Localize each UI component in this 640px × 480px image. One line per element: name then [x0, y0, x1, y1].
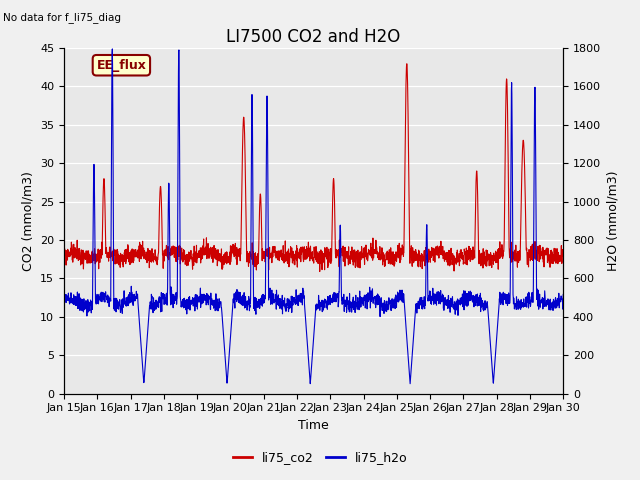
X-axis label: Time: Time	[298, 419, 329, 432]
Text: No data for f_li75_diag: No data for f_li75_diag	[3, 12, 121, 23]
Text: EE_flux: EE_flux	[97, 59, 147, 72]
Y-axis label: CO2 (mmol/m3): CO2 (mmol/m3)	[22, 171, 35, 271]
Y-axis label: H2O (mmol/m3): H2O (mmol/m3)	[607, 170, 620, 271]
Title: LI7500 CO2 and H2O: LI7500 CO2 and H2O	[227, 28, 401, 47]
Legend: li75_co2, li75_h2o: li75_co2, li75_h2o	[228, 446, 412, 469]
